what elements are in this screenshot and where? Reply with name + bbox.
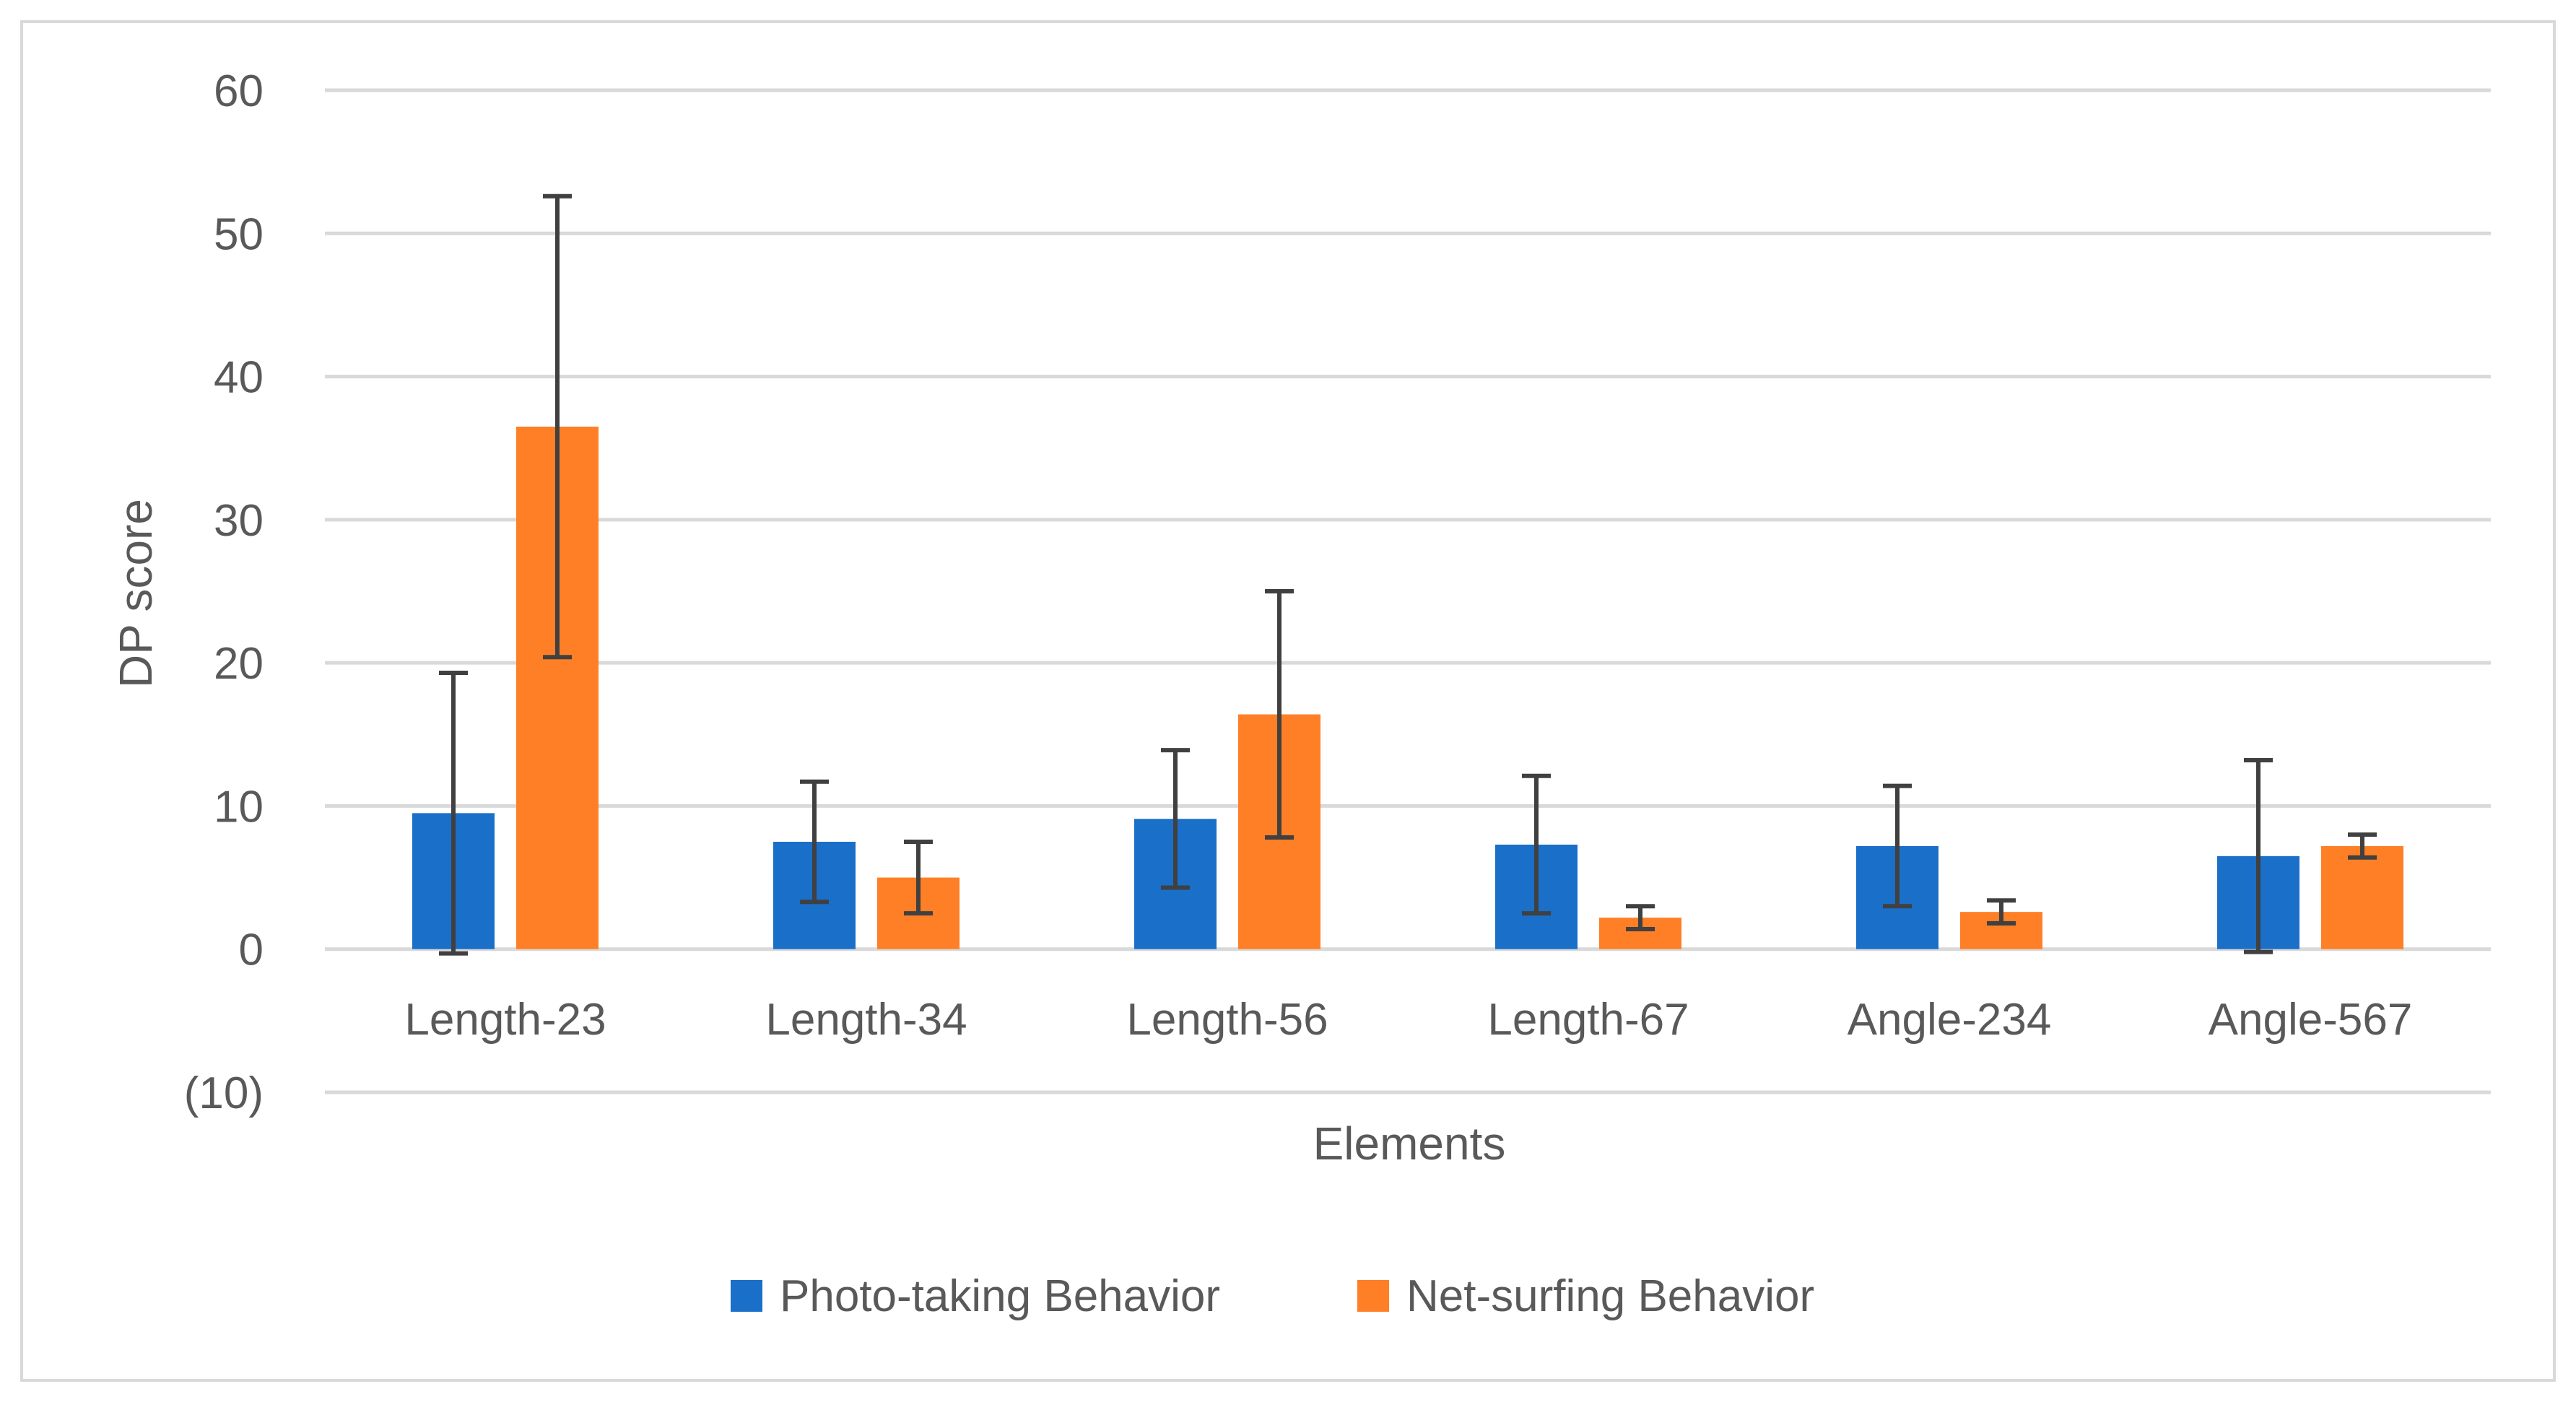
x-tick-label: Length-67 [1487, 995, 1689, 1045]
bars [412, 426, 2403, 949]
x-tick-label: Length-23 [404, 995, 606, 1045]
y-axis-label: DP score [110, 499, 162, 688]
legend-swatch-1 [1357, 1280, 1389, 1312]
y-tick-label: 20 [214, 639, 264, 689]
x-tick-label: Length-56 [1126, 995, 1328, 1045]
x-tick-label: Angle-234 [1848, 995, 2052, 1045]
x-tick-label: Angle-567 [2209, 995, 2413, 1045]
x-tick-label: Length-34 [765, 995, 967, 1045]
y-tick-label: (10) [184, 1068, 264, 1118]
y-axis-ticks: 60 50 40 30 20 10 0 (10) [184, 66, 264, 1118]
gridlines [325, 88, 2491, 1094]
y-tick-label: 60 [214, 66, 264, 116]
x-axis-ticks: Length-23 Length-34 Length-56 Length-67 Angl… [404, 995, 2412, 1045]
chart-frame [20, 20, 2556, 1382]
error-bars [439, 193, 2377, 956]
y-tick-label: 40 [214, 353, 264, 403]
y-tick-label: 10 [214, 782, 264, 832]
legend-swatch-0 [731, 1280, 762, 1312]
legend: Photo-taking Behavior Net-surfing Behavio… [731, 1271, 1814, 1321]
y-tick-label: 0 [239, 926, 264, 975]
y-tick-label: 50 [214, 209, 264, 259]
legend-label-1: Net-surfing Behavior [1406, 1271, 1814, 1321]
y-tick-label: 30 [214, 496, 264, 546]
x-axis-label: Elements [1313, 1118, 1506, 1170]
legend-label-0: Photo-taking Behavior [780, 1271, 1220, 1321]
bar-net-5 [2321, 845, 2403, 949]
